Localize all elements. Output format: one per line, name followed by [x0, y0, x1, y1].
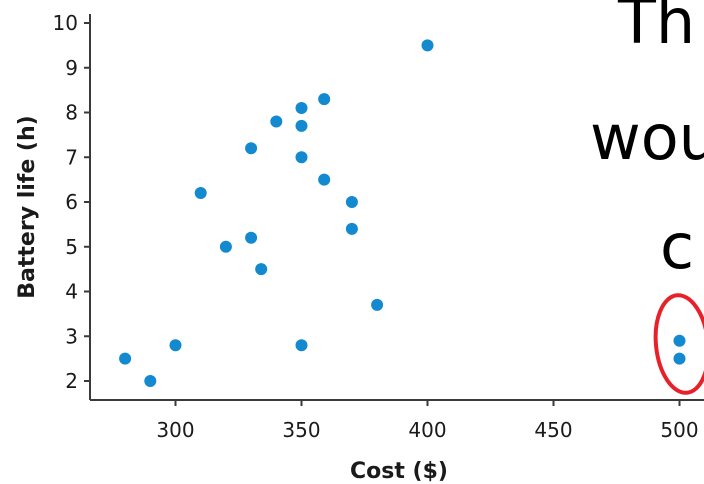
- handwritten-text: c: [660, 210, 694, 283]
- handwritten-text: Th: [617, 0, 695, 58]
- x-tick-label: 500: [660, 418, 698, 442]
- data-point: [345, 196, 358, 208]
- data-point: [295, 119, 308, 132]
- y-tick-label: 5: [65, 235, 78, 259]
- data-point: [270, 115, 283, 128]
- data-point: [144, 375, 157, 387]
- data-point: [255, 263, 268, 276]
- x-axis-title: Cost ($): [350, 459, 448, 484]
- y-tick-label: 6: [65, 190, 78, 214]
- handwritten-annotation: Th wou c: [590, 0, 704, 395]
- y-tick-label: 8: [65, 101, 78, 125]
- x-tick-label: 300: [156, 418, 194, 442]
- y-tick-label: 4: [65, 280, 78, 304]
- outlier-circle: [653, 293, 704, 395]
- y-tick-label: 3: [65, 324, 78, 348]
- data-point: [245, 142, 258, 155]
- y-tick-label: 7: [65, 145, 78, 169]
- data-point: [295, 339, 308, 352]
- x-tick-label: 450: [534, 418, 572, 442]
- data-point: [219, 240, 232, 253]
- handwritten-text: wou: [590, 101, 704, 174]
- chart-ticks: 2 3 4 5 6 7 8 9 10 300 350 400 450 500: [53, 11, 699, 442]
- x-tick-label: 350: [282, 418, 320, 442]
- y-tick-label: 10: [53, 11, 78, 35]
- data-point: [673, 334, 686, 347]
- data-point: [318, 93, 331, 106]
- data-point: [421, 39, 434, 52]
- data-point: [295, 102, 308, 115]
- data-point: [371, 298, 384, 311]
- chart-points: [119, 39, 686, 387]
- data-point: [169, 339, 182, 352]
- x-tick-label: 400: [408, 418, 446, 442]
- chart-axes: [89, 14, 704, 401]
- data-point: [119, 352, 132, 365]
- data-point: [318, 173, 331, 186]
- data-point: [345, 222, 358, 235]
- data-point: [295, 151, 308, 164]
- data-point: [673, 352, 686, 365]
- y-axis-title: Battery life (h): [15, 115, 40, 298]
- data-point: [245, 231, 258, 244]
- y-tick-label: 2: [65, 369, 78, 393]
- data-point: [194, 187, 207, 200]
- y-tick-label: 9: [65, 56, 78, 80]
